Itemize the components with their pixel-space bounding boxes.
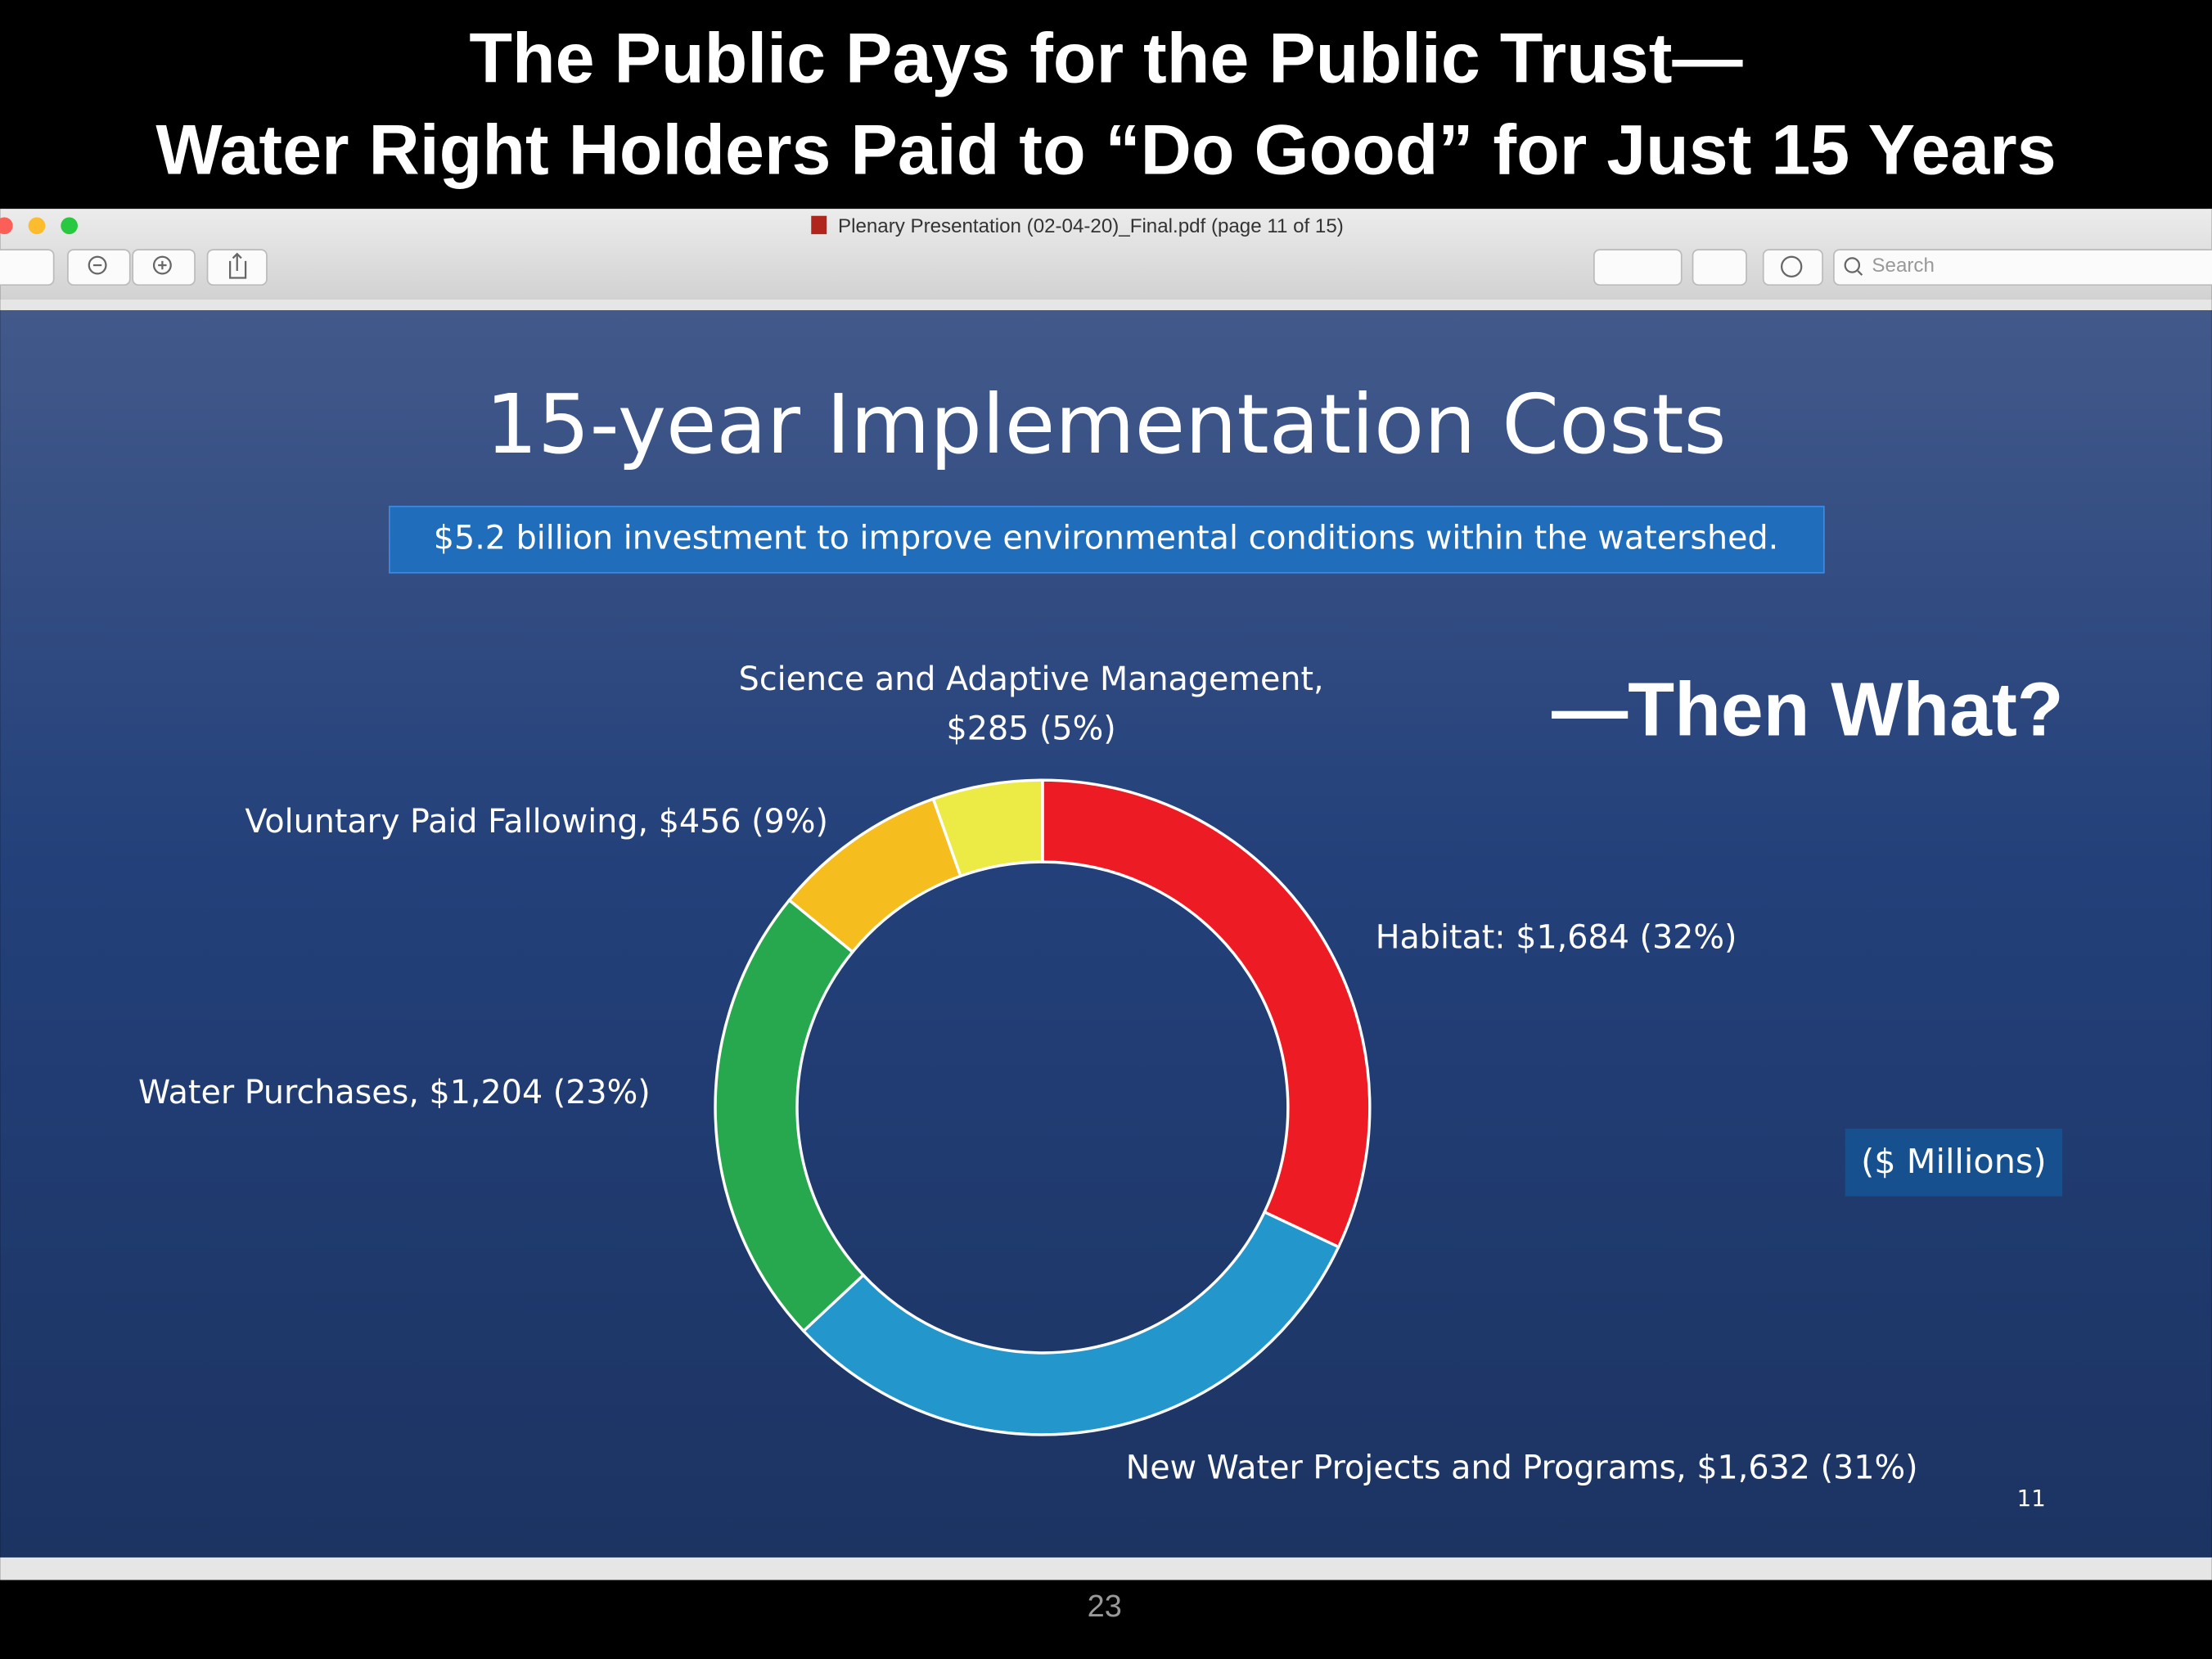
- annotation: —Then What?: [1552, 666, 2063, 751]
- slide-subtitle: $5.2 billion investment to improve envir…: [434, 520, 1778, 557]
- minimize-button[interactable]: [28, 217, 46, 235]
- donut-segment: [714, 898, 866, 1333]
- data-label: $285 (5%): [947, 710, 1116, 747]
- search-placeholder: Search: [1872, 255, 1934, 277]
- subtitle-box: [389, 505, 1825, 574]
- unit-note: ($ Millions): [1861, 1142, 2046, 1181]
- donut-segment: [1041, 778, 1372, 1249]
- page-number: 23: [1088, 1589, 1122, 1624]
- donut-chart: Habitat: $1,684 (32%) New Water Projects …: [138, 660, 1918, 1487]
- donut-segment: [931, 778, 1044, 878]
- slide-title: 15-year Implementation Costs: [485, 376, 1726, 472]
- zoom-out-button[interactable]: [67, 249, 131, 286]
- toolbar-buttons: [0, 249, 2212, 286]
- unit-box: [1845, 1128, 2063, 1197]
- annotate-button[interactable]: [1762, 249, 1823, 286]
- data-label: Habitat: $1,684 (32%): [1376, 918, 1737, 956]
- slide-number: 11: [2017, 1485, 2046, 1512]
- header-line: Water Right Holders Paid to “Do Good” fo…: [155, 110, 2056, 189]
- toolbar-icons: [88, 252, 1863, 279]
- pdf-icon: [811, 215, 827, 235]
- zoom-button[interactable]: [61, 217, 78, 235]
- header-line: The Public Pays for the Public Trust—: [469, 19, 1743, 97]
- markup-button[interactable]: [1593, 249, 1683, 286]
- close-button[interactable]: [0, 217, 13, 235]
- viewer-gap: [0, 1557, 2212, 1580]
- viewer-gap: [0, 299, 2212, 311]
- rotate-button[interactable]: [1692, 249, 1747, 286]
- data-label: Science and Adaptive Management,: [739, 660, 1324, 698]
- data-label: Voluntary Paid Fallowing, $456 (9%): [245, 803, 828, 841]
- zoom-in-button[interactable]: [132, 249, 196, 286]
- data-label: Water Purchases, $1,204 (23%): [138, 1074, 651, 1111]
- window-title: Plenary Presentation (02-04-20)_Final.pd…: [838, 215, 1344, 237]
- header-bar: [0, 0, 2212, 210]
- donut-segment: [801, 1210, 1340, 1436]
- data-label: New Water Projects and Programs, $1,632 …: [1126, 1449, 1918, 1487]
- search-field[interactable]: [1833, 249, 2212, 286]
- sidebar-button[interactable]: [0, 249, 55, 286]
